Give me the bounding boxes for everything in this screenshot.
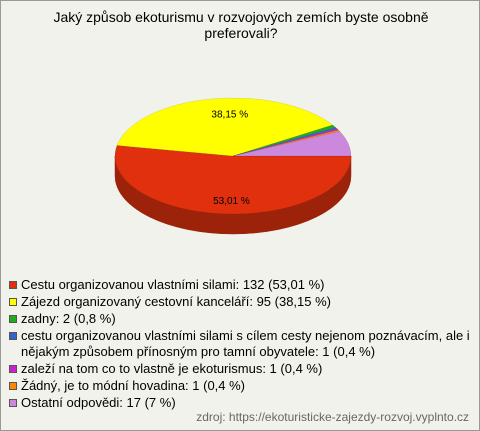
legend-item: Žádný, je to módní hovadina: 1 (0,4 %) — [9, 378, 471, 394]
legend-label: Žádný, je to módní hovadina: 1 (0,4 %) — [21, 378, 246, 393]
legend-item: Cestu organizovanou vlastními silami: 13… — [9, 277, 471, 293]
legend-label: Cestu organizovanou vlastními silami: 13… — [21, 277, 325, 292]
slice — [232, 131, 352, 157]
legend-label: Ostatní odpovědi: 17 (7 %) — [21, 395, 176, 410]
legend-item: Zájezd organizovaný cestovní kanceláří: … — [9, 294, 471, 310]
legend-label: zadny: 2 (0,8 %) — [21, 311, 116, 326]
legend: Cestu organizovanou vlastními silami: 13… — [9, 277, 471, 412]
legend-item: Ostatní odpovědi: 17 (7 %) — [9, 395, 471, 411]
legend-label: Zájezd organizovaný cestovní kanceláří: … — [21, 294, 332, 309]
legend-swatch — [9, 298, 17, 306]
slice — [232, 129, 341, 157]
pie-area: 53,01 % 38,15 % — [114, 97, 352, 235]
slice — [232, 124, 337, 157]
legend-swatch — [9, 281, 17, 289]
legend-item: zaleží na tom co to vlastně je ekoturism… — [9, 361, 471, 377]
legend-swatch — [9, 332, 17, 340]
legend-swatch — [9, 399, 17, 407]
legend-swatch — [9, 365, 17, 373]
legend-item: zadny: 2 (0,8 %) — [9, 311, 471, 327]
slice — [232, 128, 340, 157]
slice — [232, 127, 338, 157]
slice — [114, 145, 352, 215]
legend-swatch — [9, 382, 17, 390]
value-label: 38,15 % — [211, 110, 248, 121]
source: zdroj: https://ekoturisticke-zajezdy-roz… — [196, 410, 469, 424]
legend-swatch — [9, 315, 17, 323]
value-label: 53,01 % — [213, 196, 250, 207]
legend-item: cestu organizovanou vlastními silami s c… — [9, 328, 471, 360]
legend-label: cestu organizovanou vlastními silami s c… — [21, 328, 470, 359]
slice — [116, 97, 334, 157]
legend-label: zaleží na tom co to vlastně je ekoturism… — [21, 361, 323, 376]
chart-title: Jaký způsob ekoturismu v rozvojových zem… — [53, 9, 429, 41]
